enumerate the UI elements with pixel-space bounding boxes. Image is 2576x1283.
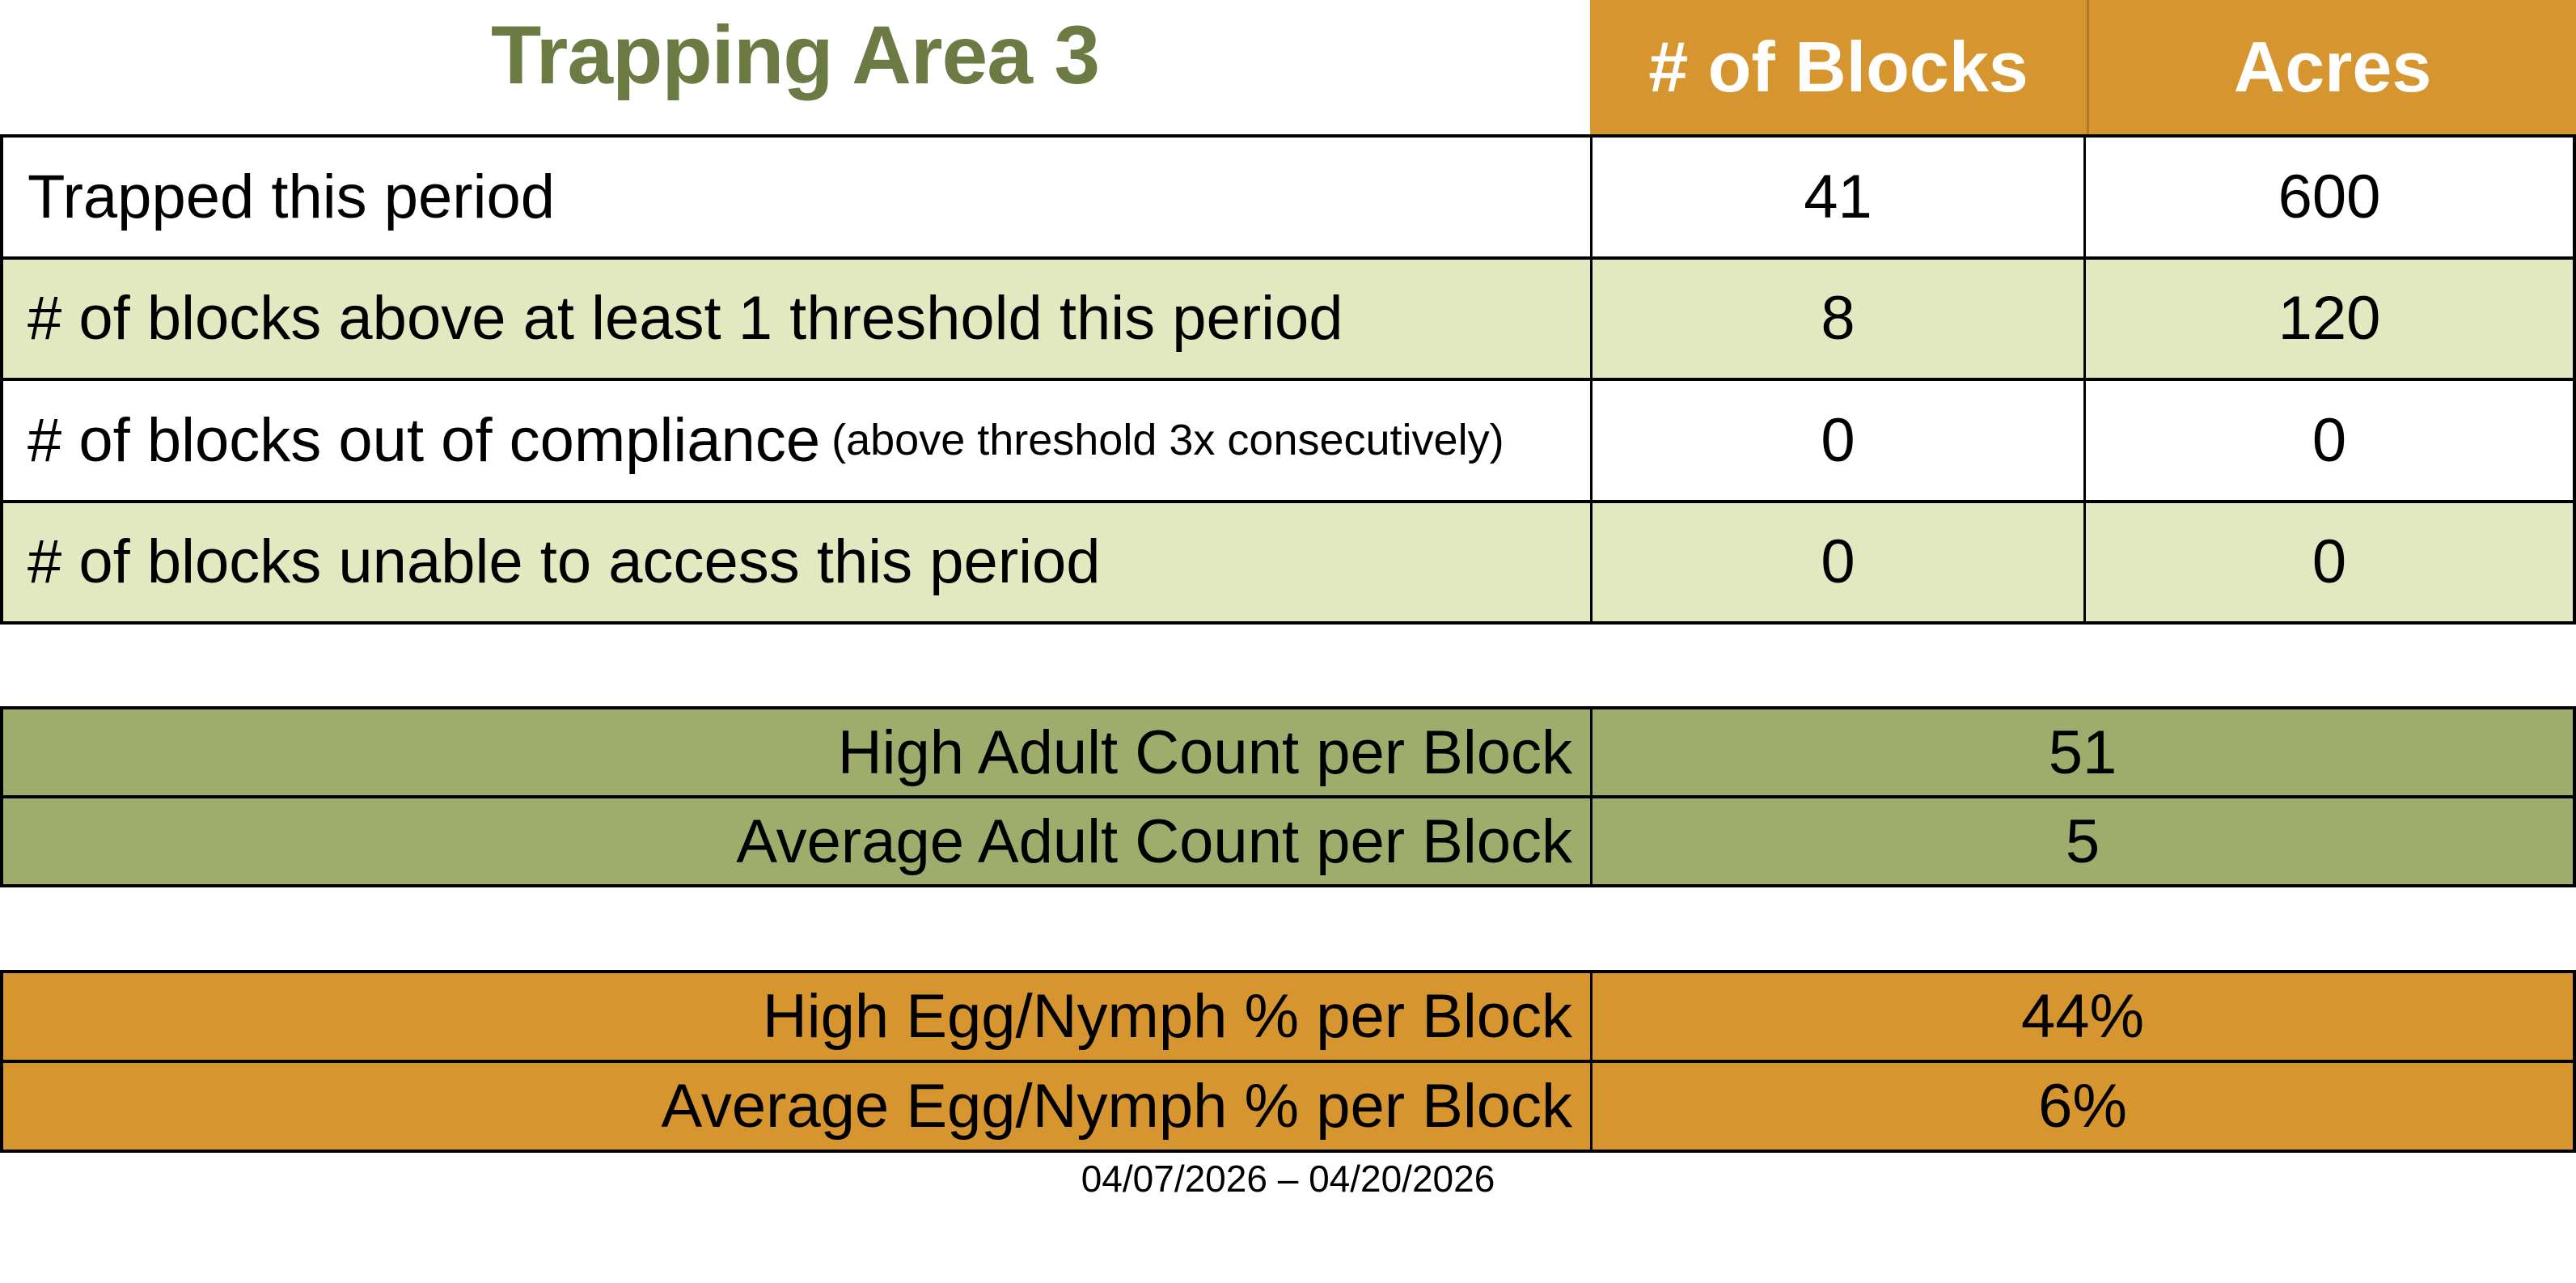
blocks-value: 0 <box>1590 381 2083 500</box>
row-label-text: Trapped this period <box>27 162 556 231</box>
row-label-text: # of blocks above at least 1 threshold t… <box>27 284 1343 354</box>
acres-value: 0 <box>2083 381 2573 500</box>
table-row: Average Adult Count per Block 5 <box>3 795 2573 884</box>
row-label: High Egg/Nymph % per Block <box>762 982 1572 1051</box>
date-range: 04/07/2026 – 04/20/2026 <box>1081 1158 1495 1200</box>
column-header-blocks: # of Blocks <box>1590 0 2087 134</box>
blocks-value: 0 <box>1590 502 2083 621</box>
blocks-value: 41 <box>1590 138 2083 256</box>
row-label-note: (above threshold 3x consecutively) <box>831 416 1504 465</box>
egg-nymph-table: High Egg/Nymph % per Block 44% Average E… <box>0 970 2576 1153</box>
row-label: Trapped this period <box>3 138 1590 256</box>
row-label-text: # of blocks unable to access this period <box>27 527 1101 597</box>
table-row: # of blocks above at least 1 threshold t… <box>3 256 2573 379</box>
table-row: High Adult Count per Block 51 <box>3 709 2573 795</box>
table-row: High Egg/Nymph % per Block 44% <box>3 973 2573 1060</box>
summary-table: Trapped this period 41 600 # of blocks a… <box>0 134 2576 625</box>
row-label: # of blocks out of compliance (above thr… <box>3 381 1590 500</box>
egg-average-value: 6% <box>1590 1063 2573 1150</box>
adult-count-table: High Adult Count per Block 51 Average Ad… <box>0 706 2576 887</box>
table-row: # of blocks out of compliance (above thr… <box>3 378 2573 500</box>
row-label: Average Adult Count per Block <box>736 807 1572 876</box>
egg-high-value: 44% <box>1590 973 2573 1060</box>
blocks-value: 8 <box>1590 259 2083 378</box>
table-row: # of blocks unable to access this period… <box>3 499 2573 622</box>
adult-average-value: 5 <box>1590 798 2573 884</box>
report-title: Trapping Area 3 <box>490 9 1100 101</box>
row-label: Average Egg/Nymph % per Block <box>661 1072 1573 1141</box>
table-row: Average Egg/Nymph % per Block 6% <box>3 1060 2573 1150</box>
column-header-acres: Acres <box>2087 0 2576 134</box>
acres-value: 0 <box>2083 502 2573 621</box>
row-label: # of blocks unable to access this period <box>3 503 1590 622</box>
acres-value: 120 <box>2083 259 2573 378</box>
row-label: High Adult Count per Block <box>837 718 1572 787</box>
row-label: # of blocks above at least 1 threshold t… <box>3 260 1590 379</box>
adult-high-value: 51 <box>1590 709 2573 795</box>
row-label-text: # of blocks out of compliance <box>27 405 821 475</box>
table-row: Trapped this period 41 600 <box>3 138 2573 256</box>
acres-value: 600 <box>2083 138 2573 256</box>
